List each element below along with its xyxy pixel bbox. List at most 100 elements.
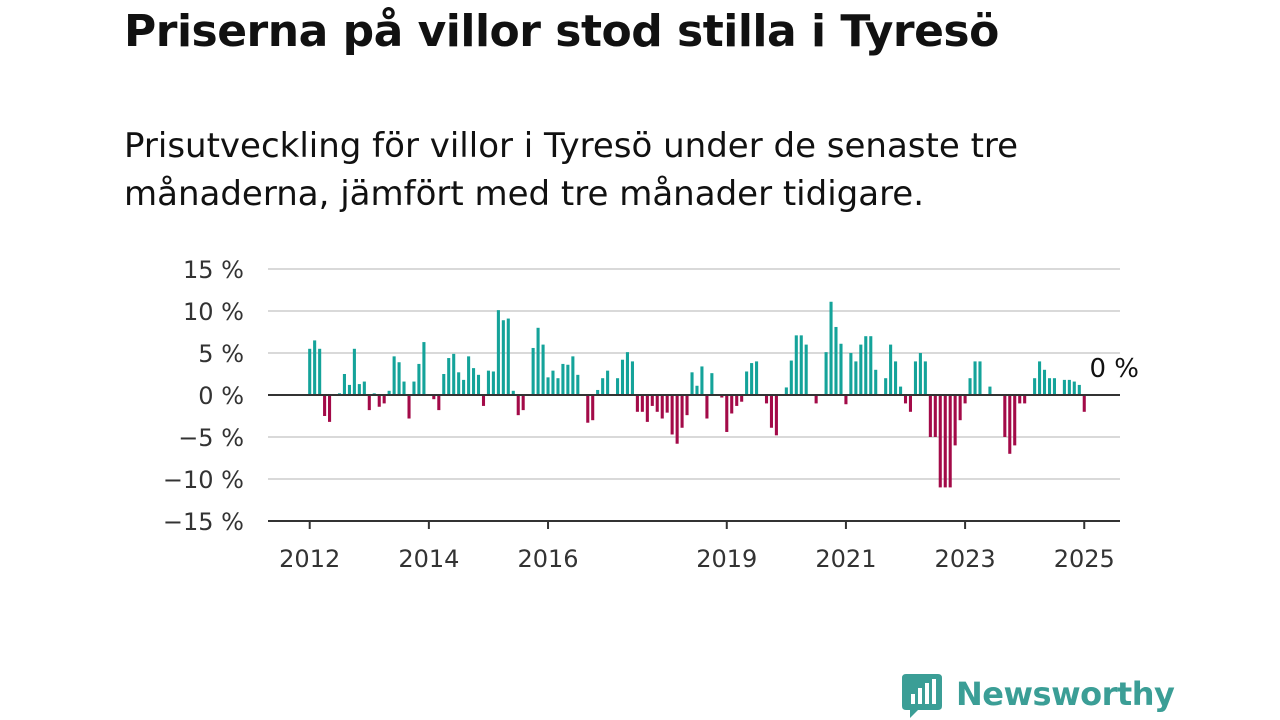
latest-value-label: 0 %: [1089, 354, 1139, 384]
bar: [988, 386, 992, 395]
bar: [382, 395, 386, 404]
bar: [516, 395, 520, 416]
bar: [839, 343, 843, 395]
bar: [546, 377, 550, 395]
bar: [481, 395, 486, 406]
bar: [308, 348, 312, 395]
bar: [948, 395, 952, 488]
bar: [377, 395, 381, 407]
bar: [884, 378, 888, 395]
bar: [745, 371, 749, 395]
bar: [586, 395, 590, 423]
bar: [328, 395, 332, 422]
bar: [491, 371, 495, 395]
bar: [953, 395, 957, 446]
x-tick-label: 2025: [1054, 545, 1115, 573]
bar: [442, 374, 446, 395]
bar: [978, 361, 982, 395]
bar: [576, 374, 580, 395]
bar: [784, 387, 788, 395]
tick-labels: 15 % 10 % 5 % 0 % −5 % −10 % −15 % 2012 2014 2016…: [163, 256, 1139, 573]
newsworthy-logo-icon: [902, 674, 942, 718]
bar: [774, 395, 778, 436]
bar: [675, 395, 679, 444]
bar: [313, 340, 317, 395]
bar: [918, 353, 922, 395]
chart-axes: [268, 394, 1120, 529]
bar: [645, 395, 649, 422]
bar: [616, 378, 620, 395]
bar: [606, 370, 610, 395]
bar: [357, 384, 361, 395]
bar: [635, 395, 639, 412]
bar: [521, 395, 525, 411]
newsworthy-logo: Newsworthy: [902, 670, 1175, 718]
bar: [755, 361, 759, 395]
bar: [561, 363, 565, 395]
bar: [1018, 395, 1022, 404]
bar: [913, 361, 917, 395]
bar: [794, 335, 798, 395]
bar: [854, 361, 858, 395]
bar: [814, 395, 818, 404]
bar: [362, 381, 366, 395]
bar: [506, 318, 510, 395]
y-tick-label: 5 %: [198, 340, 244, 368]
bar: [769, 395, 773, 428]
bar: [566, 364, 570, 395]
bar: [402, 381, 406, 395]
bar: [476, 374, 481, 395]
bar: [1047, 378, 1052, 395]
bar: [824, 352, 828, 395]
bar: [551, 370, 555, 395]
bar: [973, 361, 977, 395]
y-tick-label: −10 %: [163, 466, 244, 494]
bar: [650, 395, 654, 406]
bar: [928, 395, 932, 437]
x-tick-label: 2016: [517, 545, 578, 573]
bar: [422, 342, 426, 395]
bar: [501, 320, 505, 395]
chart-subtitle: Prisutveckling för villor i Tyresö under…: [124, 126, 1019, 214]
bar: [556, 378, 560, 395]
bar: [407, 395, 411, 419]
bar: [640, 395, 644, 412]
bar: [1013, 395, 1017, 446]
bar: [958, 395, 962, 421]
bar: [452, 353, 456, 395]
bar: [894, 361, 898, 395]
bar: [695, 385, 699, 395]
bar: [417, 363, 421, 395]
bar: [660, 395, 664, 419]
bar: [700, 366, 704, 395]
bar: [467, 356, 471, 395]
y-tick-label: −5 %: [178, 424, 244, 452]
x-tick-label: 2023: [935, 545, 996, 573]
bar: [1082, 395, 1086, 412]
bar: [601, 378, 605, 395]
bar: [670, 395, 674, 435]
bar: [596, 389, 600, 395]
bar: [625, 352, 629, 395]
bar: [933, 395, 937, 437]
y-tick-label: 10 %: [183, 298, 244, 326]
bar: [387, 390, 391, 395]
bar: [665, 395, 669, 413]
bar: [789, 360, 793, 395]
bar: [342, 374, 346, 395]
bar: [859, 344, 863, 395]
bar: [908, 395, 912, 412]
bar: [591, 395, 595, 421]
bar: [437, 395, 441, 411]
x-tick-label: 2014: [398, 545, 459, 573]
bar: [844, 395, 848, 405]
bar: [447, 358, 451, 395]
bar: [1052, 378, 1056, 395]
bar: [397, 362, 401, 395]
bar: [352, 348, 356, 395]
bar: [486, 370, 490, 395]
y-tick-label: 0 %: [198, 382, 244, 410]
bar: [1003, 395, 1007, 437]
bar: [864, 336, 868, 395]
